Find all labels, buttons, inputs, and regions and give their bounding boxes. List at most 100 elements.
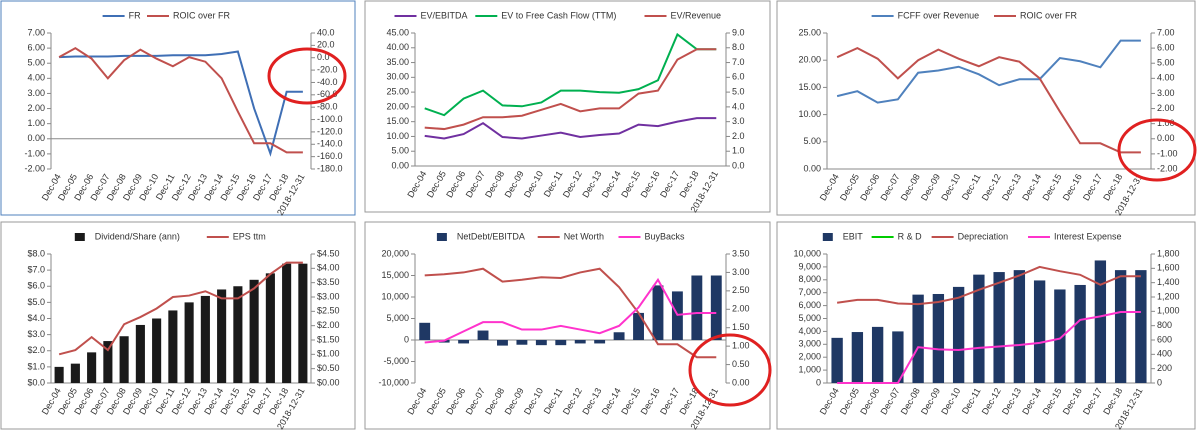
bar bbox=[831, 337, 843, 383]
bar bbox=[555, 340, 567, 346]
bar bbox=[710, 275, 722, 340]
y2-tick-label: -40.0 bbox=[317, 77, 338, 87]
bar bbox=[87, 352, 97, 383]
legend-label: Dividend/Share (ann) bbox=[95, 231, 180, 241]
y-tick-label: 5.00 bbox=[391, 146, 409, 156]
y2-tick-label: 8.0 bbox=[732, 42, 745, 52]
bar bbox=[952, 286, 965, 383]
bar bbox=[973, 274, 985, 383]
bar bbox=[282, 263, 292, 383]
y-tick-label: 9,000 bbox=[798, 261, 821, 271]
y-tick-label: 45.00 bbox=[386, 27, 409, 37]
y2-tick-label: $3.00 bbox=[317, 291, 340, 301]
y-tick-label: 0.00 bbox=[803, 163, 821, 173]
bar bbox=[477, 330, 489, 340]
y2-tick-label: $4.00 bbox=[317, 263, 340, 273]
y2-tick-label: 40.0 bbox=[317, 27, 335, 37]
y2-tick-label: 7.0 bbox=[732, 57, 745, 67]
legend-label: ROIC over FR bbox=[173, 10, 231, 20]
legend-label: R & D bbox=[898, 231, 923, 241]
y-tick-label: 6.00 bbox=[27, 42, 45, 52]
bar bbox=[168, 310, 178, 383]
highlight-circle bbox=[267, 47, 347, 105]
bar bbox=[458, 340, 470, 344]
bar bbox=[535, 340, 547, 346]
y-tick-label: $8.0 bbox=[27, 248, 45, 258]
y2-tick-label: -80.0 bbox=[317, 102, 338, 112]
legend-label: Depreciation bbox=[958, 231, 1009, 241]
series-line bbox=[424, 32, 717, 117]
y-tick-label: 10,000 bbox=[793, 248, 821, 258]
bar bbox=[419, 322, 431, 340]
bar bbox=[851, 332, 864, 383]
legend-swatch bbox=[436, 233, 447, 241]
y2-tick-label: -160.0 bbox=[317, 151, 343, 161]
y-tick-label: 10.00 bbox=[386, 131, 409, 141]
bar bbox=[119, 336, 129, 383]
legend-label: FCFF over Revenue bbox=[898, 10, 980, 20]
bar bbox=[594, 340, 606, 344]
bar bbox=[1094, 260, 1107, 383]
y-tick-label: $1.0 bbox=[27, 361, 45, 371]
x-tick-label: Dec-10 bbox=[939, 172, 962, 202]
y2-tick-label: 1,200 bbox=[1157, 291, 1180, 301]
bar bbox=[1054, 289, 1066, 383]
panel-border bbox=[0, 0, 356, 216]
y-tick-label: 30.00 bbox=[386, 72, 409, 82]
y-tick-label: 5.00 bbox=[803, 136, 821, 146]
y2-tick-label: 1.50 bbox=[732, 322, 750, 332]
y2-tick-label: -120.0 bbox=[317, 126, 343, 136]
bar bbox=[993, 272, 1005, 383]
y-tick-label: -10,000 bbox=[378, 377, 409, 387]
legend-label: Net Worth bbox=[564, 231, 604, 241]
bar bbox=[691, 275, 703, 340]
y-tick-label: $0.0 bbox=[27, 377, 45, 387]
y2-tick-label: 2.00 bbox=[732, 304, 750, 314]
bar bbox=[871, 326, 884, 383]
y2-tick-label: 2.50 bbox=[732, 285, 750, 295]
y-tick-label: 15.00 bbox=[798, 82, 821, 92]
y2-tick-label: $3.50 bbox=[317, 277, 340, 287]
y2-tick-label: 4.00 bbox=[1157, 73, 1175, 83]
y2-tick-label: $2.50 bbox=[317, 306, 340, 316]
bar bbox=[912, 294, 924, 383]
bar bbox=[103, 341, 113, 383]
y2-tick-label: -180.0 bbox=[317, 163, 343, 173]
y2-tick-label: -20.0 bbox=[317, 64, 338, 74]
y-tick-label: 15,000 bbox=[381, 270, 409, 280]
y2-tick-label: 6.0 bbox=[732, 72, 745, 82]
y2-tick-label: $4.50 bbox=[317, 248, 340, 258]
y-tick-label: 0 bbox=[404, 334, 409, 344]
y2-tick-label: -100.0 bbox=[317, 114, 343, 124]
bar bbox=[892, 331, 904, 383]
y-tick-label: 20,000 bbox=[381, 248, 409, 258]
bar bbox=[1074, 284, 1086, 383]
y-tick-label: 3,000 bbox=[798, 339, 821, 349]
y2-tick-label: 0.00 bbox=[1157, 133, 1175, 143]
bar bbox=[1135, 270, 1147, 383]
y2-tick-label: 1.0 bbox=[732, 146, 745, 156]
y2-tick-label: 1,000 bbox=[1157, 306, 1180, 316]
bar bbox=[1013, 270, 1026, 383]
y-tick-label: $4.0 bbox=[27, 313, 45, 323]
y2-tick-label: 1,800 bbox=[1157, 248, 1180, 258]
bar bbox=[298, 263, 308, 383]
panel-border bbox=[364, 221, 771, 430]
bar bbox=[249, 279, 259, 383]
legend-label: FR bbox=[129, 10, 141, 20]
y-tick-label: 10,000 bbox=[381, 291, 409, 301]
y2-tick-label: 0.50 bbox=[732, 359, 750, 369]
bar bbox=[516, 340, 528, 345]
y2-tick-label: -2.00 bbox=[1157, 163, 1178, 173]
bar bbox=[200, 295, 210, 383]
y2-tick-label: 5.0 bbox=[732, 86, 745, 96]
bar bbox=[184, 302, 194, 383]
x-tick-label: Dec-10 bbox=[939, 386, 962, 416]
bar bbox=[574, 340, 586, 344]
y-tick-label: -1.00 bbox=[24, 148, 45, 158]
series-line bbox=[58, 261, 303, 356]
y-tick-label: 8,000 bbox=[798, 274, 821, 284]
y2-tick-label: $1.00 bbox=[317, 349, 340, 359]
legend-label: EV/EBITDA bbox=[421, 10, 468, 20]
y-tick-label: $2.0 bbox=[27, 345, 45, 355]
